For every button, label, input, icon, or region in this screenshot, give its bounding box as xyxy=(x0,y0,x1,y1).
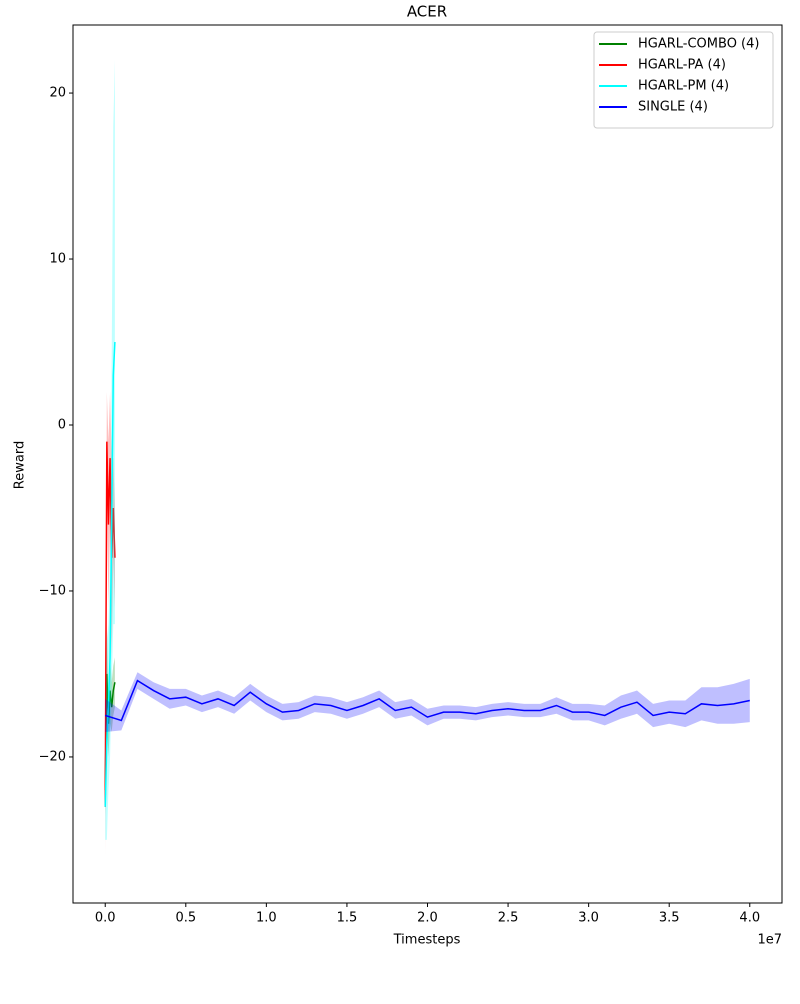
band xyxy=(105,59,115,840)
x-tick-label: 1.0 xyxy=(256,911,277,926)
x-tick-label: 0.5 xyxy=(175,911,196,926)
line xyxy=(105,679,750,722)
x-tick-label: 2.0 xyxy=(417,911,438,926)
legend-label: SINGLE (4) xyxy=(638,100,708,115)
y-tick-label: 20 xyxy=(49,86,66,101)
x-tick-label: 2.5 xyxy=(498,911,519,926)
y-axis-label: Reward xyxy=(13,441,28,489)
x-tick-label: 3.5 xyxy=(659,911,680,926)
legend-box xyxy=(593,31,774,129)
legend-label: HGARL-COMBO (4) xyxy=(638,37,759,52)
y-tick-label: −10 xyxy=(39,583,66,598)
x-offset-label: 1e7 xyxy=(757,933,782,948)
y-tick-label: 10 xyxy=(49,252,66,267)
legend-label: HGARL-PA (4) xyxy=(638,58,726,73)
y-tick-label: 0 xyxy=(58,417,66,432)
x-tick-label: 0.0 xyxy=(95,911,116,926)
legend-label: HGARL-PM (4) xyxy=(638,79,729,94)
band xyxy=(105,672,750,733)
line xyxy=(104,341,116,807)
x-tick-label: 3.0 xyxy=(578,911,599,926)
plot-frame xyxy=(72,24,783,904)
x-axis-label: Timesteps xyxy=(393,933,461,948)
chart-title: ACER xyxy=(407,3,447,21)
y-tick-label: −20 xyxy=(39,749,66,764)
line xyxy=(104,441,116,807)
x-tick-label: 4.0 xyxy=(739,911,760,926)
band xyxy=(105,624,115,816)
line xyxy=(104,673,116,791)
x-tick-label: 1.5 xyxy=(337,911,358,926)
